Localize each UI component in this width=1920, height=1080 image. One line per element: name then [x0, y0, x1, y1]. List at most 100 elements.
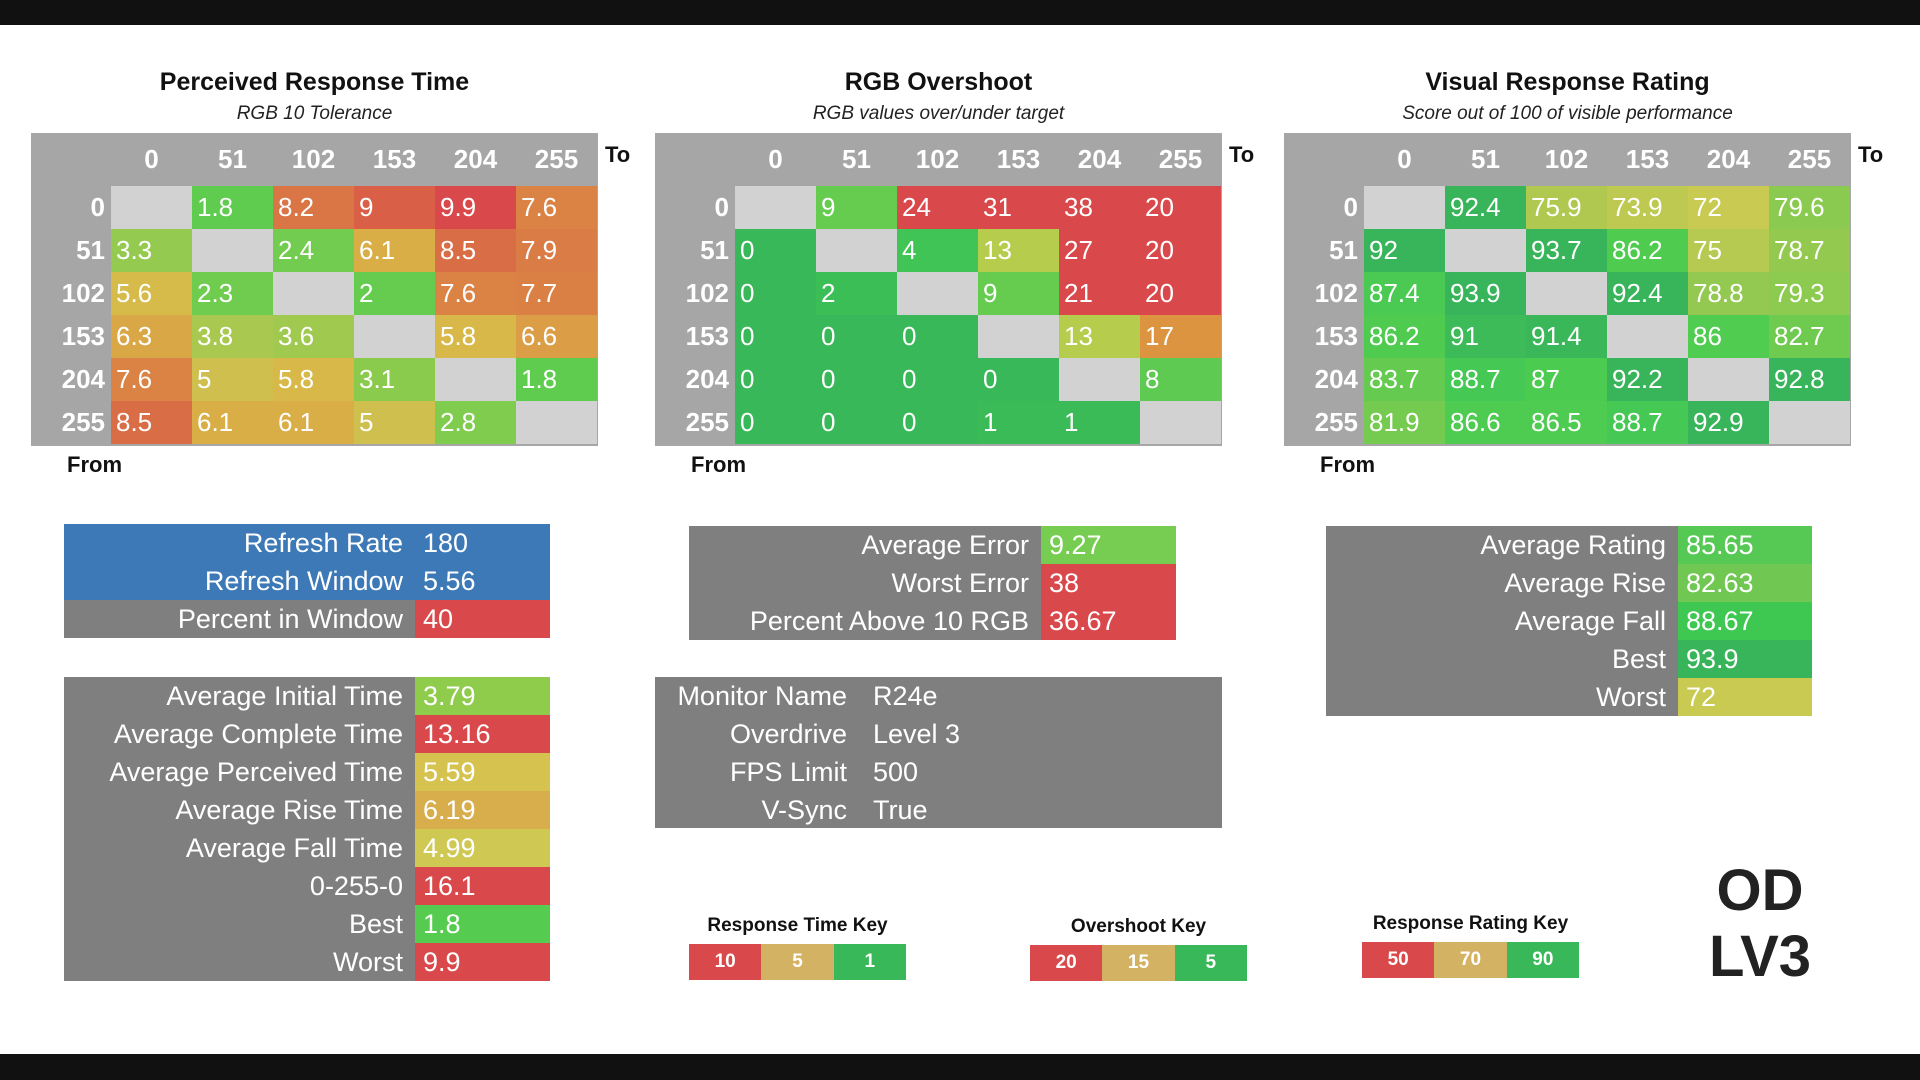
stat-row: FPS Limit 500 [655, 753, 1222, 791]
key-swatch: 10 [689, 944, 762, 980]
stat-label: Average Rise Time [64, 791, 415, 829]
column-header: 51 [842, 144, 871, 174]
badge-line2: LV3 [1708, 924, 1812, 989]
heatmap-cell: 86.6 [1445, 401, 1526, 444]
heatmap-cell: 4 [897, 229, 978, 272]
heatmap-title: RGB Overshoot [844, 68, 1033, 96]
heatmap-cell [516, 401, 597, 444]
heatmap-cell: 0 [735, 229, 816, 272]
heatmap-cell: 0 [816, 401, 897, 444]
heatmap-cell: 91 [1445, 315, 1526, 358]
heatmap-cell: 75.9 [1526, 186, 1607, 229]
key-swatch: 5 [761, 944, 834, 980]
stat-value: 85.65 [1678, 526, 1812, 564]
heatmap-cell [735, 186, 816, 229]
row-header: 51 [1329, 235, 1358, 265]
heatmap-corner [31, 133, 111, 186]
column-header: 0 [768, 144, 783, 174]
heatmap-cell: 7.6 [516, 186, 597, 229]
stat-label: Percent in Window [64, 600, 415, 638]
axis-label-from: From [691, 452, 746, 477]
heatmap-cell: 93.7 [1526, 229, 1607, 272]
heatmap-cell: 38 [1059, 186, 1140, 229]
stat-value: 9.27 [1041, 526, 1176, 564]
color-key: 20 15 5 [1030, 945, 1247, 981]
heatmap-cell: 5.6 [111, 272, 192, 315]
heatmap-cell: 0 [816, 315, 897, 358]
stat-row: Average Fall 88.67 [1326, 602, 1812, 640]
stat-label: Percent Above 10 RGB [689, 602, 1041, 640]
stat-value: 88.67 [1678, 602, 1812, 640]
row-header: 102 [1314, 278, 1358, 308]
stat-row: Best 93.9 [1326, 640, 1812, 678]
heatmap-cell: 0 [897, 358, 978, 401]
color-key: 50 70 90 [1362, 942, 1579, 978]
heatmap-cell: 88.7 [1607, 401, 1688, 444]
heatmap-cell: 75 [1688, 229, 1769, 272]
column-header: 0 [1397, 144, 1412, 174]
heatmap-cell [1688, 358, 1769, 401]
heatmap-cell: 92.2 [1607, 358, 1688, 401]
heatmap-subtitle: RGB 10 Tolerance [236, 103, 393, 124]
axis-label-from: From [67, 452, 122, 477]
row-header: 255 [685, 407, 729, 437]
stat-value: 40 [415, 600, 550, 638]
stat-value: 4.99 [415, 829, 550, 867]
heatmap-cell [897, 272, 978, 315]
heatmap-cell: 0 [897, 401, 978, 444]
stat-value: 1.8 [415, 905, 550, 943]
heatmap-cell: 7.7 [516, 272, 597, 315]
stat-value: 82.63 [1678, 564, 1812, 602]
heatmap-cell: 3.1 [354, 358, 435, 401]
heatmap-cell [273, 272, 354, 315]
heatmap-cell: 1.8 [516, 358, 597, 401]
column-header: 51 [1471, 144, 1500, 174]
stat-label: Best [1326, 640, 1678, 678]
heatmap-cell: 87 [1526, 358, 1607, 401]
heatmap-cell: 91.4 [1526, 315, 1607, 358]
stat-value: 180 [415, 524, 550, 562]
axis-label-from: From [1320, 452, 1375, 477]
heatmap-cell: 86.2 [1607, 229, 1688, 272]
stat-label: Worst [1326, 678, 1678, 716]
stat-row: 0-255-0 16.1 [64, 867, 550, 905]
heatmap-cell: 7.6 [435, 272, 516, 315]
key-swatch: 15 [1102, 945, 1175, 981]
color-key: 10 5 1 [689, 944, 906, 980]
heatmap-cell: 92 [1364, 229, 1445, 272]
heatmap-cell: 0 [735, 358, 816, 401]
key-title: Response Rating Key [1372, 913, 1569, 934]
stat-value: 93.9 [1678, 640, 1812, 678]
heatmap-cell: 17 [1140, 315, 1221, 358]
row-header: 204 [1314, 364, 1358, 394]
stat-label: Best [64, 905, 415, 943]
heatmap-cell: 0 [978, 358, 1059, 401]
column-header: 102 [915, 144, 960, 174]
heatmap-cell [978, 315, 1059, 358]
heatmap-cell [111, 186, 192, 229]
axis-label-to: To [1229, 142, 1255, 167]
heatmap-cell: 6.1 [192, 401, 273, 444]
heatmap-cell: 86 [1688, 315, 1769, 358]
column-header: 204 [1706, 144, 1751, 174]
heatmap-cell: 7.6 [111, 358, 192, 401]
heatmap-cell: 9 [816, 186, 897, 229]
stat-row: Average Rise Time 6.19 [64, 791, 550, 829]
heatmap-cell [1607, 315, 1688, 358]
heatmap-cell: 79.3 [1769, 272, 1850, 315]
stat-label: Refresh Window [64, 562, 415, 600]
row-header: 51 [700, 235, 729, 265]
heatmap-cell: 6.6 [516, 315, 597, 358]
heatmap-cell: 5.8 [435, 315, 516, 358]
heatmap-cell: 92.4 [1607, 272, 1688, 315]
row-header: 255 [1314, 407, 1358, 437]
stat-row: Average Rating 85.65 [1326, 526, 1812, 564]
column-header: 204 [453, 144, 498, 174]
monitor-info-box: Monitor Name R24e Overdrive Level 3 FPS Limi… [655, 677, 1222, 828]
heatmap-cell: 92.4 [1445, 186, 1526, 229]
column-header: 153 [1625, 144, 1670, 174]
stat-row: V-Sync True [655, 791, 1222, 829]
heatmap-cell: 7.9 [516, 229, 597, 272]
stat-label: Worst [64, 943, 415, 981]
stat-row: Worst Error 38 [689, 564, 1176, 602]
